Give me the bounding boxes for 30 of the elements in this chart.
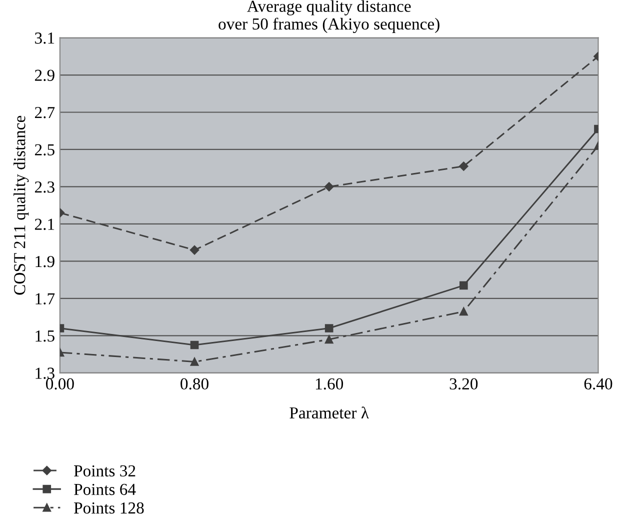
x-tick-label: 1.60: [316, 378, 344, 390]
legend-label: Points 32: [74, 465, 136, 477]
legend-label: Points 128: [74, 502, 144, 514]
y-tick-label: 1.9: [36, 256, 54, 268]
point: [190, 358, 199, 366]
x-tick-label: 6.40: [584, 378, 612, 390]
x-axis-title: Parameter λ: [290, 406, 369, 419]
point: [324, 335, 334, 344]
x-tick-label: 0.80: [180, 378, 208, 390]
point: [459, 307, 468, 316]
y-tick-label: 2.3: [34, 181, 54, 193]
point: [324, 324, 334, 332]
y-tick-label: 2.9: [34, 70, 54, 82]
point: [459, 281, 468, 290]
point: [190, 340, 199, 350]
y-tick-label: 3.1: [35, 32, 54, 44]
x-tick-label: 3.20: [450, 378, 478, 390]
point: [459, 162, 468, 171]
point: [190, 245, 200, 255]
y-tick-label: 2.7: [34, 107, 55, 118]
y-tick-label: 2.5: [34, 144, 54, 156]
point: [324, 182, 334, 192]
x-tick-label: 0.00: [46, 378, 74, 390]
y-tick-label: 1.5: [36, 330, 54, 342]
y-axis-title: COST 211 quality distance: [14, 116, 29, 295]
y-tick-label: 2.1: [34, 218, 54, 230]
legend-label: Points 64: [74, 484, 136, 496]
chart-title: Average quality distance over 50 frames (Akiyo sequence): [218, 0, 440, 34]
y-tick-label: 1.7: [36, 293, 55, 304]
y-tick-label: 1.3: [36, 368, 54, 379]
